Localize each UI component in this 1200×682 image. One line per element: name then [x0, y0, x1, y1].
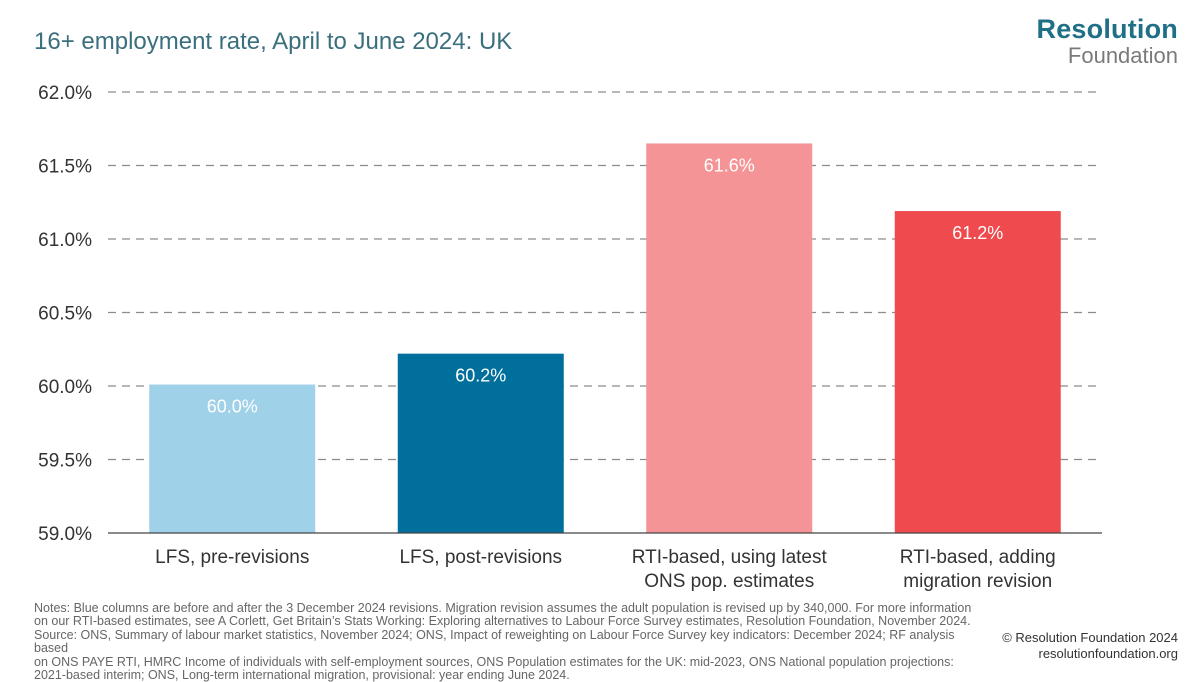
data-label: 60.0% — [207, 397, 258, 417]
y-tick-label: 61.5% — [38, 157, 92, 178]
notes-line-2: on our RTI-based estimates, see A Corlet… — [34, 614, 971, 629]
x-category-label: LFS, pre-revisions — [155, 547, 309, 568]
logo-line-1: Resolution — [1036, 14, 1178, 44]
data-label: 60.2% — [455, 366, 506, 386]
y-tick-label: 62.0% — [38, 83, 92, 104]
bar — [149, 384, 316, 533]
x-category-label: RTI-based, using latest — [632, 547, 828, 568]
website-text: resolutionfoundation.org — [1038, 646, 1179, 661]
notes-line-5: 2021-based interim; ONS, Long-term inter… — [34, 668, 570, 682]
y-tick-label: 59.5% — [38, 451, 92, 472]
copyright-text: © Resolution Foundation 2024 — [1002, 630, 1178, 645]
resolution-foundation-logo: Resolution Foundation — [1037, 16, 1179, 67]
x-category-label: LFS, post-revisions — [399, 547, 562, 568]
y-tick-label: 60.0% — [38, 377, 92, 398]
copyright-credit: © Resolution Foundation 2024 resolutionf… — [1002, 630, 1178, 662]
y-tick-label: 60.5% — [38, 304, 92, 325]
x-category-label: RTI-based, adding — [900, 547, 1056, 568]
notes-line-4: on ONS PAYE RTI, HMRC Income of individu… — [34, 654, 954, 669]
x-category-label: ONS pop. estimates — [644, 571, 814, 592]
logo-line-2: Foundation — [1067, 43, 1178, 68]
chart-title: 16+ employment rate, April to June 2024:… — [34, 28, 513, 55]
bar — [894, 211, 1061, 533]
notes-line-3: Source: ONS, Summary of labour market st… — [34, 627, 955, 656]
bar-chart: 59.0% 59.5% 60.0% 60.5% 61.0% 61.5% 62.0% 60.0%… — [38, 83, 1102, 592]
data-label: 61.6% — [704, 155, 755, 175]
y-tick-label: 59.0% — [38, 524, 92, 545]
bar — [646, 143, 813, 533]
notes-line-1: Notes: Blue columns are before and after… — [34, 601, 972, 615]
y-tick-label: 61.0% — [38, 230, 92, 251]
x-category-label: migration revision — [903, 571, 1052, 592]
bar — [397, 353, 564, 533]
data-label: 61.2% — [952, 223, 1003, 243]
chart-notes: Notes: Blue columns are before and after… — [34, 601, 974, 682]
